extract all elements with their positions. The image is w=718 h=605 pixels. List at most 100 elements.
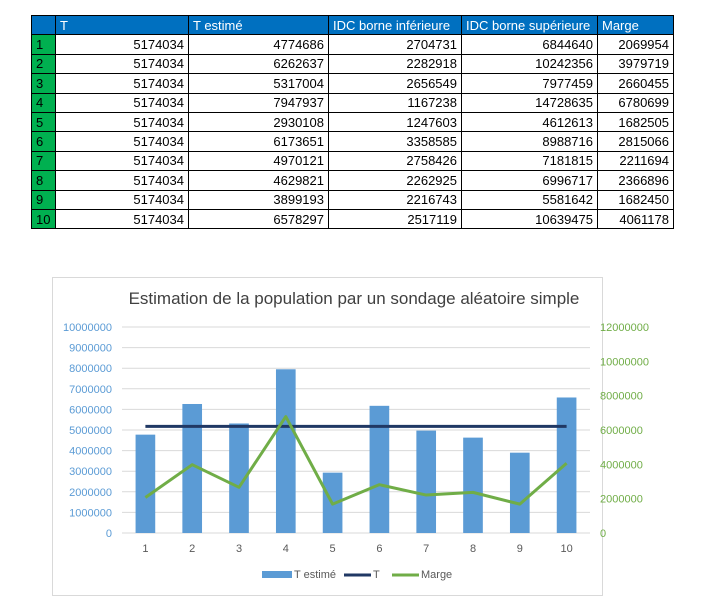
left-axis-tick-label: 1000000 [69, 507, 112, 519]
category-tick-label: 2 [189, 543, 195, 555]
bar [463, 437, 483, 533]
row-index-cell: 2 [31, 53, 56, 75]
table-row: 3 5174034 5317004 2656549 7977459 2660455 [31, 73, 674, 94]
legend-swatch-t-estime [262, 571, 292, 578]
left-axis-tick-label: 2000000 [69, 487, 112, 499]
bar [509, 452, 530, 533]
table-cell: 2262925 [328, 170, 462, 191]
legend-label-marge: Marge [421, 569, 452, 581]
table-row: 8 5174034 4629821 2262925 6996717 2366896 [31, 170, 674, 191]
table-cell: 1682450 [597, 189, 674, 210]
table-row: 5 5174034 2930108 1247603 4612613 1682505 [31, 111, 674, 133]
table-cell: 5174034 [55, 208, 189, 230]
table-cell: 2069954 [597, 34, 674, 55]
bar [229, 423, 249, 533]
table-cell: 6844640 [461, 34, 598, 55]
table-header-cell: Marge [597, 14, 674, 36]
category-tick-label: 8 [470, 543, 476, 555]
table-cell: 6996717 [461, 170, 598, 191]
table-cell: 3899193 [188, 189, 329, 210]
right-axis-tick-label: 4000000 [600, 459, 643, 471]
table-cell: 4774686 [188, 34, 329, 55]
table-cell: 5174034 [55, 170, 189, 191]
bar [369, 405, 390, 533]
legend-label-t: T [373, 569, 380, 581]
category-tick-label: 7 [423, 543, 429, 555]
table-cell: 5174034 [55, 111, 189, 133]
table-cell: 2656549 [328, 73, 462, 94]
category-tick-label: 6 [376, 543, 382, 555]
table-cell: 2211694 [597, 150, 674, 172]
table-cell: 7947937 [188, 92, 329, 113]
table-cell: 10639475 [461, 208, 598, 230]
table-cell: 7977459 [461, 73, 598, 94]
left-axis-tick-label: 8000000 [69, 363, 112, 375]
left-axis-tick-label: 9000000 [69, 343, 112, 355]
right-axis-tick-label: 6000000 [600, 425, 643, 437]
table-row: 10 5174034 6578297 2517119 10639475 4061178 [31, 208, 674, 230]
table-cell: 4612613 [461, 111, 598, 133]
table-cell: 3358585 [328, 131, 462, 152]
bar [275, 369, 296, 533]
table-row: 6 5174034 6173651 3358585 8988716 2815066 [31, 131, 674, 152]
chart-title: Estimation de la population par un sonda… [129, 289, 580, 308]
table-cell: 5174034 [55, 131, 189, 152]
category-tick-label: 10 [560, 543, 572, 555]
category-tick-label: 3 [236, 543, 242, 555]
table-header-cell: T [55, 14, 189, 36]
table-cell: 2704731 [328, 34, 462, 55]
table-cell: 1247603 [328, 111, 462, 133]
table-cell: 2517119 [328, 208, 462, 230]
table-row: 7 5174034 4970121 2758426 7181815 2211694 [31, 150, 674, 172]
right-axis-tick-label: 2000000 [600, 494, 643, 506]
row-index-cell: 8 [31, 170, 56, 191]
row-index-cell: 1 [31, 34, 56, 55]
legend-label-t-estime: T estimé [294, 569, 336, 581]
category-tick-label: 5 [330, 543, 336, 555]
table-cell: 2366896 [597, 170, 674, 191]
category-tick-label: 9 [517, 543, 523, 555]
left-axis-tick-label: 0 [106, 528, 112, 540]
left-axis-tick-label: 4000000 [69, 446, 112, 458]
table-cell: 7181815 [461, 150, 598, 172]
right-axis-tick-label: 10000000 [600, 356, 649, 368]
table-cell: 14728635 [461, 92, 598, 113]
table-cell: 2216743 [328, 189, 462, 210]
bar [416, 430, 437, 533]
table-cell: 6173651 [188, 131, 329, 152]
table-cell: 2930108 [188, 111, 329, 133]
left-axis-tick-label: 6000000 [69, 404, 112, 416]
table-row: 1 5174034 4774686 2704731 6844640 2069954 [31, 34, 674, 55]
table-cell: 8988716 [461, 131, 598, 152]
table-cell: 4061178 [597, 208, 674, 230]
table-row: 2 5174034 6262637 2282918 10242356 3979719 [31, 53, 674, 75]
table-cell: 2815066 [597, 131, 674, 152]
right-axis-tick-label: 8000000 [600, 391, 643, 403]
bar [135, 434, 156, 533]
row-index-cell: 5 [31, 111, 56, 133]
table-cell: 6578297 [188, 208, 329, 230]
table-cell: 6262637 [188, 53, 329, 75]
left-axis-tick-label: 7000000 [69, 384, 112, 396]
table-cell: 5174034 [55, 150, 189, 172]
row-index-cell: 10 [31, 208, 56, 230]
right-axis-tick-label: 0 [600, 528, 606, 540]
left-axis-tick-label: 5000000 [69, 425, 112, 437]
table-cell: 4970121 [188, 150, 329, 172]
table-cell: 2660455 [597, 73, 674, 94]
marge-series-line [144, 415, 568, 506]
left-axis-tick-label: 10000000 [63, 322, 112, 334]
category-tick-label: 4 [283, 543, 289, 555]
table-cell: 5581642 [461, 189, 598, 210]
left-axis-tick-label: 3000000 [69, 466, 112, 478]
table-header-cell: T estimé [188, 14, 329, 36]
table-cell: 5317004 [188, 73, 329, 94]
bar [182, 403, 203, 533]
row-index-cell: 7 [31, 150, 56, 172]
table-header-cell: IDC borne supérieure [461, 14, 598, 36]
table-cell: 2758426 [328, 150, 462, 172]
category-tick-label: 1 [142, 543, 148, 555]
